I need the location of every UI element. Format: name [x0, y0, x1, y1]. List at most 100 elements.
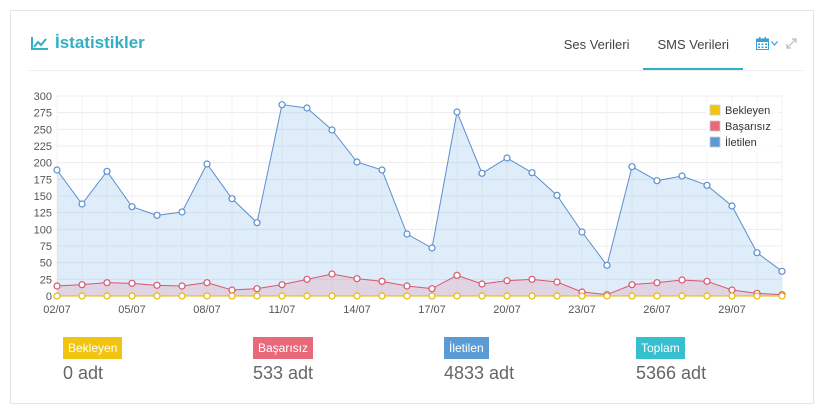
tab-ses-verileri[interactable]: Ses Verileri — [563, 37, 630, 52]
legend-swatch — [709, 104, 721, 116]
data-point-iletilen — [128, 203, 136, 211]
stat-iletilen: İletilen 4833 adt — [444, 337, 514, 384]
data-point-bekleyen — [153, 292, 161, 300]
tab-sms-verileri[interactable]: SMS Verileri — [643, 11, 743, 71]
data-point-bekleyen — [428, 292, 436, 300]
series-line-basarisiz — [56, 273, 783, 296]
data-point-iletilen — [353, 158, 361, 166]
data-point-basarisiz — [378, 277, 386, 285]
y-tick-label: 150 — [34, 191, 52, 203]
status-badge: Toplam — [636, 337, 685, 359]
y-tick-label: 225 — [34, 141, 52, 153]
data-point-iletilen — [303, 104, 311, 112]
data-point-iletilen — [378, 166, 386, 174]
y-tick-label: 75 — [40, 241, 52, 253]
y-tick-label: 125 — [34, 208, 52, 220]
data-point-iletilen — [278, 101, 286, 109]
data-point-basarisiz — [428, 285, 436, 293]
data-point-iletilen — [753, 249, 761, 257]
chart-legend: Bekleyen Başarısız İletilen — [706, 102, 778, 152]
data-point-iletilen — [778, 267, 786, 275]
data-point-bekleyen — [203, 292, 211, 300]
data-point-bekleyen — [403, 292, 411, 300]
expand-icon[interactable] — [786, 38, 797, 49]
data-point-iletilen — [553, 191, 561, 199]
y-tick-label: 275 — [34, 108, 52, 120]
statistics-panel: İstatistikler Ses Verileri SMS Verileri — [10, 10, 814, 404]
tab-bar: Ses Verileri SMS Verileri — [550, 11, 743, 71]
data-point-iletilen — [578, 228, 586, 236]
data-point-iletilen — [728, 202, 736, 210]
series-area-basarisiz — [57, 274, 782, 296]
data-point-iletilen — [678, 172, 686, 180]
data-point-basarisiz — [478, 280, 486, 288]
data-point-bekleyen — [603, 292, 611, 300]
data-point-iletilen — [203, 160, 211, 168]
data-point-bekleyen — [528, 292, 536, 300]
y-tick-label: 50 — [40, 258, 52, 270]
legend-label: İletilen — [725, 136, 757, 149]
legend-label: Bekleyen — [725, 105, 770, 117]
data-point-iletilen — [628, 163, 636, 171]
y-tick-label: 300 — [34, 91, 52, 103]
x-axis-ticks: 02/07 05/07 08/07 11/07 14/07 17/07 20/07 23/07… — [43, 304, 746, 316]
data-point-iletilen — [528, 169, 536, 177]
chevron-down-icon — [771, 41, 778, 46]
data-point-bekleyen — [53, 292, 61, 300]
data-point-bekleyen — [453, 292, 461, 300]
data-point-bekleyen — [653, 292, 661, 300]
series-line-iletilen — [56, 104, 783, 272]
data-point-basarisiz — [628, 281, 636, 289]
stat-bekleyen: Bekleyen 0 adt — [63, 337, 123, 384]
x-tick-label: 08/07 — [193, 304, 221, 316]
data-point-basarisiz — [203, 279, 211, 287]
page-title: İstatistikler — [55, 33, 145, 52]
header-divider — [29, 70, 803, 71]
data-point-bekleyen — [253, 292, 261, 300]
panel-title-group: İstatistikler — [31, 33, 145, 53]
calendar-icon — [756, 37, 769, 50]
stat-value: 0 adt — [63, 363, 104, 383]
data-point-bekleyen — [178, 292, 186, 300]
data-point-bekleyen — [303, 292, 311, 300]
data-point-bekleyen — [353, 292, 361, 300]
x-tick-label: 29/07 — [718, 304, 746, 316]
y-tick-label: 175 — [34, 174, 52, 186]
data-point-basarisiz — [128, 279, 136, 287]
data-point-basarisiz — [403, 282, 411, 290]
data-point-basarisiz — [78, 281, 86, 289]
y-tick-label: 25 — [40, 274, 52, 286]
data-point-basarisiz — [703, 277, 711, 285]
data-point-basarisiz — [178, 282, 186, 290]
data-point-bekleyen — [228, 292, 236, 300]
data-point-basarisiz — [228, 286, 236, 294]
data-point-iletilen — [328, 126, 336, 134]
data-point-bekleyen — [578, 292, 586, 300]
x-tick-label: 20/07 — [493, 304, 521, 316]
x-tick-label: 05/07 — [118, 304, 146, 316]
data-point-basarisiz — [353, 275, 361, 283]
stat-value: 533 adt — [253, 363, 314, 383]
x-tick-label: 17/07 — [418, 304, 446, 316]
data-point-basarisiz — [103, 279, 111, 287]
data-point-bekleyen — [78, 292, 86, 300]
stats-summary: Bekleyen 0 adt Başarısız 533 adt İletile… — [11, 337, 813, 397]
data-point-basarisiz — [653, 279, 661, 287]
calendar-dropdown[interactable] — [756, 37, 778, 50]
data-point-basarisiz — [153, 281, 161, 289]
data-point-iletilen — [428, 244, 436, 252]
data-point-basarisiz — [53, 282, 61, 290]
status-badge: İletilen — [444, 337, 489, 359]
stat-value: 5366 adt — [636, 363, 707, 383]
x-tick-label: 14/07 — [343, 304, 371, 316]
data-point-bekleyen — [753, 292, 761, 300]
data-point-bekleyen — [703, 292, 711, 300]
data-point-bekleyen — [628, 292, 636, 300]
data-point-bekleyen — [128, 292, 136, 300]
data-point-iletilen — [153, 211, 161, 219]
data-point-iletilen — [403, 230, 411, 238]
status-badge: Başarısız — [253, 337, 314, 359]
data-point-bekleyen — [553, 292, 561, 300]
x-tick-label: 26/07 — [643, 304, 671, 316]
x-tick-label: 11/07 — [269, 304, 296, 316]
